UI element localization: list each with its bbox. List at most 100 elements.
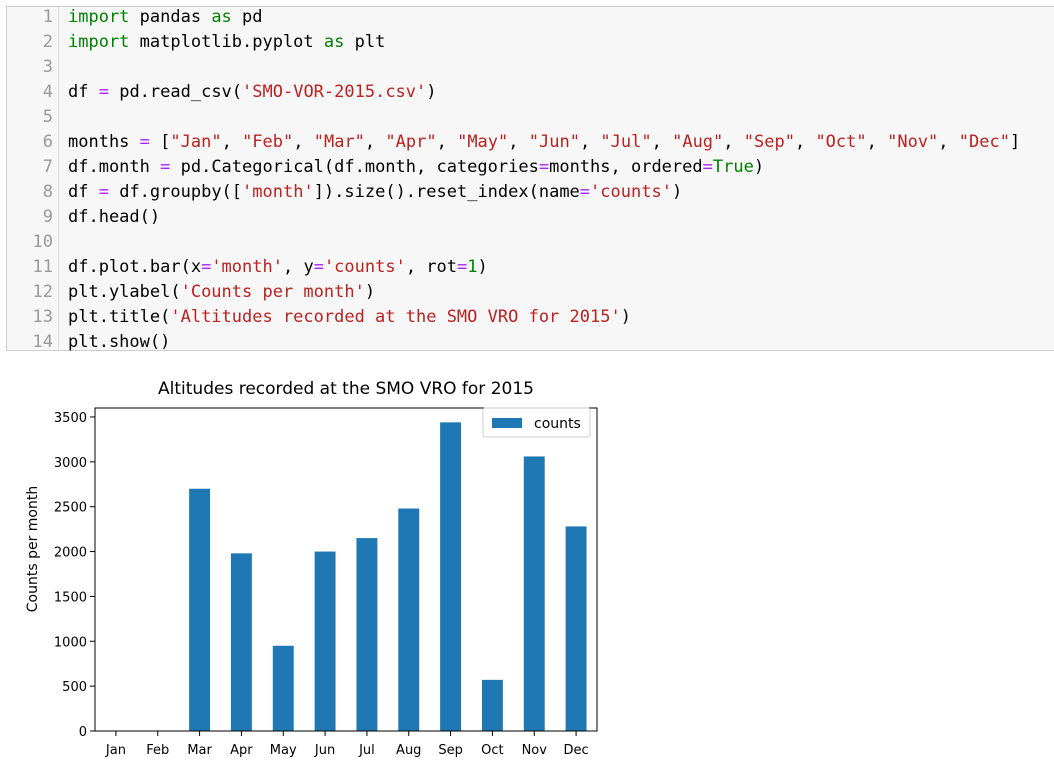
code-line[interactable]: 3: [7, 55, 1054, 80]
code-cell[interactable]: 1 import pandas as pd 2 import matplotlib.p…: [6, 5, 1054, 352]
legend-swatch: [492, 418, 522, 428]
code-token: import: [68, 32, 130, 52]
code-token: df.head(): [68, 207, 161, 227]
code-token: pandas: [129, 7, 212, 27]
code-token: =: [201, 257, 212, 277]
code-token: ): [620, 307, 631, 327]
code-text[interactable]: import pandas as pd: [68, 5, 263, 30]
code-line[interactable]: 5: [7, 105, 1054, 130]
bar-apr: [230, 553, 252, 731]
code-token: ,: [293, 132, 314, 152]
line-number: 13: [32, 307, 53, 327]
code-text[interactable]: df = df.groupby(['month']).size().reset_…: [68, 180, 682, 205]
code-token: 'counts': [590, 182, 672, 202]
code-token: "Sep": [743, 132, 795, 152]
code-token: pd: [231, 7, 263, 27]
y-axis-label: Counts per month: [25, 486, 41, 612]
code-token: plt.ylabel(: [68, 282, 181, 302]
code-token: plt.title(: [68, 307, 171, 327]
y-tick-label: 2000: [54, 546, 87, 561]
bar-aug: [398, 508, 420, 731]
x-tick-label: Mar: [187, 743, 212, 758]
code-token: , rot: [405, 257, 458, 277]
bar-series: [189, 422, 587, 731]
code-line[interactable]: 6 months = ["Jan", "Feb", "Mar", "Apr", "…: [7, 130, 1054, 155]
code-token: 'Counts per month': [180, 282, 365, 302]
code-token: pd.Categorical(df.month, categories: [170, 157, 539, 177]
code-token: df.month: [68, 157, 161, 177]
plot-frame: [94, 407, 598, 732]
line-number: 14: [32, 332, 53, 352]
code-token: matplotlib.pyplot: [129, 32, 324, 52]
code-token: ,: [651, 132, 673, 152]
code-line[interactable]: 13 plt.title('Altitudes recorded at the S…: [7, 305, 1054, 330]
code-text[interactable]: df.plot.bar(x='month', y='counts', rot=1…: [68, 255, 488, 280]
code-token: df: [68, 82, 99, 102]
code-token: months: [68, 132, 140, 152]
code-line[interactable]: 8 df = df.groupby(['month']).size().reset…: [7, 180, 1054, 205]
legend-label: counts: [534, 416, 581, 432]
code-token: df.plot.bar(x: [68, 257, 202, 277]
code-token: [: [149, 132, 171, 152]
code-token: 'month': [211, 257, 283, 277]
y-tick-label: 1000: [54, 635, 87, 650]
code-text[interactable]: df.month = pd.Categorical(df.month, cate…: [68, 155, 764, 180]
code-line[interactable]: 14 plt.show(): [7, 330, 1054, 355]
code-text[interactable]: plt.show(): [68, 330, 170, 355]
code-text[interactable]: df = pd.read_csv('SMO-VOR-2015.csv'): [68, 80, 437, 105]
code-line[interactable]: 12 plt.ylabel('Counts per month'): [7, 280, 1054, 305]
code-token: ,: [508, 132, 529, 152]
x-tick-label: Jun: [314, 743, 335, 758]
code-token: df: [68, 182, 99, 202]
code-token: ,: [866, 132, 888, 152]
y-tick-label: 500: [62, 680, 87, 695]
x-tick-label: Oct: [481, 743, 503, 758]
code-token: ): [426, 82, 437, 102]
code-token: as: [211, 7, 232, 27]
x-tick-label: May: [270, 743, 297, 758]
code-token: "Oct": [815, 132, 867, 152]
code-text[interactable]: plt.title('Altitudes recorded at the SMO…: [68, 305, 631, 330]
code-text[interactable]: months = ["Jan", "Feb", "Mar", "Apr", "M…: [68, 130, 1020, 155]
code-token: ,: [436, 132, 458, 152]
code-token: ): [477, 257, 488, 277]
code-token: 1: [467, 257, 478, 277]
code-line[interactable]: 10: [7, 230, 1054, 255]
code-token: as: [323, 32, 345, 52]
x-tick-label: Aug: [396, 743, 421, 758]
code-line[interactable]: 7 df.month = pd.Categorical(df.month, cat…: [7, 155, 1054, 180]
code-token: =: [702, 157, 713, 177]
code-token: =: [98, 82, 109, 102]
code-token: "May": [457, 132, 509, 152]
x-tick-label: Sep: [438, 743, 463, 758]
code-token: plt.show(): [68, 332, 171, 352]
code-token: 'SMO-VOR-2015.csv': [242, 82, 427, 102]
code-token: ): [364, 282, 376, 302]
legend-box: [482, 407, 591, 438]
x-tick-label: Jan: [105, 743, 126, 758]
code-token: 'counts': [323, 257, 406, 277]
code-line[interactable]: 4 df = pd.read_csv('SMO-VOR-2015.csv'): [7, 80, 1054, 105]
axes: [90, 407, 598, 736]
code-token: "Jul": [600, 132, 652, 152]
code-token: , y: [282, 257, 314, 277]
code-text[interactable]: df.head(): [68, 205, 160, 230]
line-number-gutter: [7, 7, 59, 350]
line-number: 8: [42, 182, 53, 202]
code-token: =: [538, 157, 550, 177]
code-line[interactable]: 2 import matplotlib.pyplot as plt: [7, 30, 1054, 55]
bar-jul: [356, 538, 378, 731]
line-number: 11: [32, 257, 53, 277]
code-token: plt: [344, 32, 386, 52]
line-number: 5: [42, 107, 53, 127]
code-line[interactable]: 11 df.plot.bar(x='month', y='counts', rot…: [7, 255, 1054, 280]
code-token: ): [753, 157, 765, 177]
code-line[interactable]: 9 df.head(): [7, 205, 1054, 230]
code-text[interactable]: plt.ylabel('Counts per month'): [68, 280, 375, 305]
bar-jun: [314, 551, 336, 731]
code-token: pd.read_csv(: [108, 82, 243, 102]
code-text[interactable]: import matplotlib.pyplot as plt: [68, 30, 385, 55]
code-line[interactable]: 1 import pandas as pd: [7, 5, 1054, 30]
y-tick-label: 3000: [54, 456, 87, 471]
line-number: 1: [42, 7, 53, 27]
